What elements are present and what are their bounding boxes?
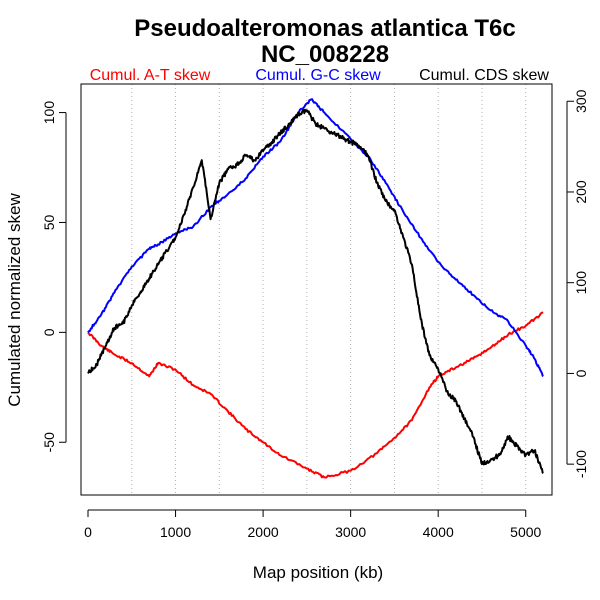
series-line-cumul-a-t-skew <box>87 311 544 479</box>
x-tick-label-3000: 3000 <box>335 524 366 540</box>
y-tick-label--50: -50 <box>41 432 57 452</box>
y-axis-right: -100 0 100 200 300 <box>566 89 589 478</box>
y-tick-label-100: 100 <box>41 101 57 125</box>
x-axis: 0 1000 2000 3000 4000 5000 <box>84 509 542 540</box>
y2-tick-label-0: 0 <box>573 369 589 377</box>
series-lines <box>87 98 544 479</box>
chart-subtitle: NC_008228 <box>261 41 389 68</box>
y2-tick-label-200: 200 <box>573 180 589 204</box>
plot-frame <box>80 83 553 496</box>
series-line-cumul-cds-skew <box>87 108 544 474</box>
grid-lines <box>131 84 527 495</box>
x-tick-label-0: 0 <box>84 524 92 540</box>
legend-gc-skew: Cumul. G-C skew <box>255 67 381 84</box>
legend-at-skew: Cumul. A-T skew <box>90 67 211 84</box>
y-tick-label-50: 50 <box>41 214 57 230</box>
x-tick-label-1000: 1000 <box>160 524 191 540</box>
y2-tick-label-100: 100 <box>573 271 589 295</box>
y-axis-left: -50 0 50 100 <box>41 101 67 452</box>
chart-title: Pseudoalteromonas atlantica T6c <box>134 15 515 42</box>
y2-tick-label--100: -100 <box>573 450 589 478</box>
x-tick-label-5000: 5000 <box>510 524 541 540</box>
y-axis-label: Cumulated normalized skew <box>5 193 24 407</box>
y-tick-label-0: 0 <box>41 328 57 336</box>
series-line-cumul-g-c-skew <box>87 98 544 378</box>
legend-cds-skew: Cumul. CDS skew <box>419 67 549 84</box>
y2-tick-label-300: 300 <box>573 89 589 113</box>
x-axis-label: Map position (kb) <box>253 563 383 582</box>
x-tick-label-2000: 2000 <box>248 524 279 540</box>
x-tick-label-4000: 4000 <box>423 524 454 540</box>
